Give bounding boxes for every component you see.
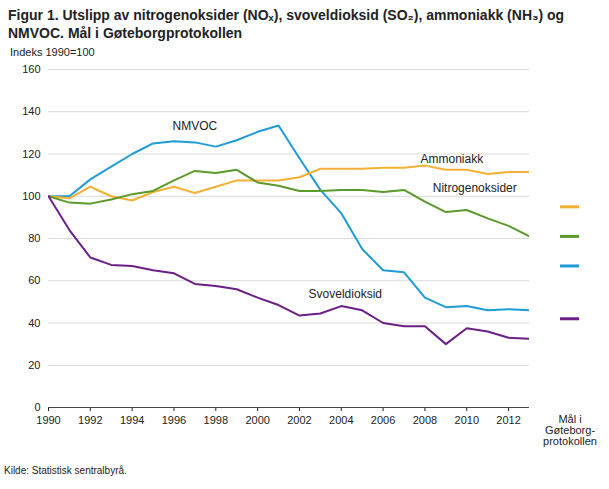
svg-text:1990: 1990 [36,414,60,426]
html-text:Indeks 1990=100: Indeks 1990=100 [10,46,95,58]
svg-text:Svoveldioksid: Svoveldioksid [309,287,382,301]
svg-text:60: 60 [28,274,40,286]
svg-text:2006: 2006 [371,414,395,426]
html-text:Kilde: Statistisk sentralbyrå.: Kilde: Statistisk sentralbyrå. [4,465,127,476]
svg-text:Nitrogenoksider: Nitrogenoksider [433,181,517,195]
svg-text:1996: 1996 [162,414,186,426]
svg-text:2000: 2000 [245,414,269,426]
svg-text:Ammoniakk: Ammoniakk [421,152,485,166]
svg-text:140: 140 [22,105,40,117]
svg-text:80: 80 [28,232,40,244]
svg-text:40: 40 [28,317,40,329]
svg-text:2012: 2012 [496,414,520,426]
svg-text:20: 20 [28,359,40,371]
html-text:Figur 1. Utslipp av nitrogenok: Figur 1. Utslipp av nitrogenoksider (NOₓ… [8,7,565,41]
svg-text:NMVOC: NMVOC [173,119,218,133]
svg-text:1994: 1994 [120,414,144,426]
svg-text:2002: 2002 [287,414,311,426]
svg-text:100: 100 [22,190,40,202]
svg-text:1992: 1992 [78,414,102,426]
svg-text:2004: 2004 [329,414,353,426]
svg-text:0: 0 [34,401,40,413]
svg-text:2010: 2010 [455,414,479,426]
svg-text:1998: 1998 [204,414,228,426]
svg-text:Mål iGøteborg-protokollen: Mål iGøteborg-protokollen [543,413,597,447]
svg-text:120: 120 [22,148,40,160]
svg-text:160: 160 [22,63,40,75]
svg-text:2008: 2008 [413,414,437,426]
